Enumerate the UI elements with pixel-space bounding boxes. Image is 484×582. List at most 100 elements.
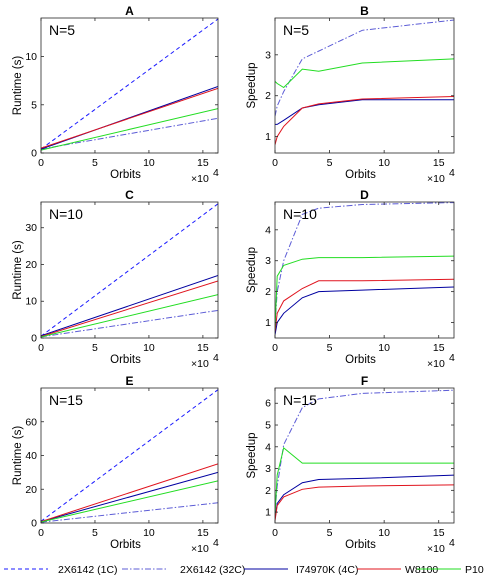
x-tick-label: 15	[197, 157, 209, 169]
y-tick-label: 1	[265, 317, 271, 329]
y-tick-label: 2	[265, 286, 271, 298]
legend-label: P100	[465, 564, 484, 576]
x-tick-label: 10	[378, 157, 390, 169]
series-line-w8100	[275, 484, 454, 521]
legend-item: 2X6142 (1C)	[4, 564, 118, 576]
panel-a: 0 5 10 15 0 5 10 A N=5 Orbits Runtime (s) ×10 4	[12, 4, 219, 185]
y-tick-label: 3	[265, 463, 271, 475]
y-axis-label: Speedup	[246, 62, 258, 108]
axes-box	[274, 201, 455, 339]
x-exponent-power: 4	[449, 352, 455, 364]
panel-d: 0 5 10 15 1 2 3 4 D N=10 Orbits Speedup ×10 4	[246, 188, 455, 370]
n-annotation: N=5	[49, 22, 75, 38]
x-exponent: ×10	[191, 543, 209, 555]
series-line-2x6142-32c	[41, 309, 218, 338]
series-line-2x6142-32c	[41, 117, 218, 150]
y-tick-label: 10	[25, 51, 37, 63]
x-tick-label: 10	[143, 342, 155, 354]
y-axis-label: Runtime (s)	[12, 426, 24, 486]
x-axis-label: Orbits	[345, 354, 376, 366]
series-line-2x6142-1c	[41, 203, 218, 337]
y-tick-label: 0	[31, 518, 37, 530]
series-line-p100	[41, 294, 218, 338]
y-tick-label: 60	[25, 416, 37, 428]
panel-title: C	[125, 188, 134, 202]
x-axis-label: Orbits	[110, 354, 141, 366]
x-tick-label: 5	[92, 342, 98, 354]
x-tick-label: 10	[143, 157, 155, 169]
x-axis-label: Orbits	[110, 169, 141, 181]
x-axis-label: Orbits	[345, 539, 376, 551]
legend-label: I74970K (4C)	[296, 564, 358, 576]
series-line-w8100	[275, 278, 454, 332]
series-group	[275, 389, 454, 521]
x-tick-label: 0	[272, 527, 278, 539]
y-tick-label: 0	[31, 148, 37, 160]
x-tick-label: 0	[272, 157, 278, 169]
x-tick-label: 15	[433, 157, 445, 169]
legend-label: 2X6142 (32C)	[180, 564, 245, 576]
legend-item: 2X6142 (32C)	[122, 564, 245, 576]
y-tick-label: 5	[265, 420, 271, 432]
x-tick-label: 0	[38, 157, 44, 169]
panel-f: 0 5 10 15 1 2 3 4 5 6 F N=15 Orbits Speedup ×10 4	[246, 374, 455, 555]
series-group	[41, 389, 218, 523]
series-line-i74970k-4c	[41, 471, 218, 523]
y-tick-label: 1	[265, 131, 271, 143]
x-exponent-power: 4	[213, 537, 219, 549]
series-line-2x6142-32c	[275, 202, 454, 326]
panel-title: F	[361, 374, 368, 388]
x-tick-label: 15	[197, 527, 209, 539]
panel-title: B	[360, 4, 369, 18]
x-tick-label: 5	[92, 527, 98, 539]
x-exponent: ×10	[191, 173, 209, 185]
legend-label: W8100	[405, 564, 438, 576]
x-tick-label: 10	[378, 527, 390, 539]
panel-b: 0 5 10 15 1 2 3 B N=5 Orbits Speedup ×10 4	[246, 4, 455, 185]
x-tick-label: 5	[327, 342, 333, 354]
x-exponent: ×10	[427, 358, 445, 370]
x-exponent: ×10	[427, 173, 445, 185]
series-line-i74970k-4c	[41, 275, 218, 337]
y-tick-label: 20	[25, 484, 37, 496]
series-line-2x6142-32c	[275, 19, 454, 117]
legend-item: P100	[417, 564, 484, 576]
n-annotation: N=10	[283, 206, 317, 222]
x-tick-label: 5	[327, 157, 333, 169]
series-line-w8100	[41, 280, 218, 337]
x-tick-label: 5	[92, 157, 98, 169]
x-tick-label: 5	[327, 527, 333, 539]
x-exponent: ×10	[191, 358, 209, 370]
y-tick-label: 5	[31, 99, 37, 111]
series-line-w8100	[275, 96, 454, 145]
y-tick-label: 20	[25, 259, 37, 271]
y-axis-label: Runtime (s)	[12, 240, 24, 300]
x-tick-label: 0	[38, 527, 44, 539]
y-tick-label: 10	[25, 296, 37, 308]
series-line-i74970k-4c	[275, 474, 454, 519]
x-exponent-power: 4	[449, 537, 455, 549]
panel-title: D	[360, 188, 369, 202]
y-tick-label: 1	[265, 507, 271, 519]
panel-title: E	[125, 374, 133, 388]
series-line-p100	[41, 480, 218, 523]
x-tick-label: 0	[272, 342, 278, 354]
x-axis-label: Orbits	[110, 539, 141, 551]
axes-box	[40, 17, 219, 154]
x-exponent-power: 4	[213, 352, 219, 364]
y-axis-label: Speedup	[246, 247, 258, 293]
axes-box	[40, 201, 219, 339]
series-line-p100	[275, 447, 454, 515]
x-tick-label: 0	[38, 342, 44, 354]
legend-item: W8100	[357, 564, 438, 576]
n-annotation: N=10	[49, 206, 83, 222]
x-tick-label: 10	[378, 342, 390, 354]
legend-label: 2X6142 (1C)	[58, 564, 118, 576]
x-exponent: ×10	[427, 543, 445, 555]
y-tick-label: 40	[25, 450, 37, 462]
y-tick-label: 3	[265, 49, 271, 61]
panel-c: 0 5 10 15 0 10 20 30 C N=10 Orbits Runtime (s) ×10 4	[12, 188, 219, 370]
series-line-i74970k-4c	[275, 99, 454, 125]
series-line-w8100	[41, 463, 218, 523]
y-tick-label: 6	[265, 398, 271, 410]
